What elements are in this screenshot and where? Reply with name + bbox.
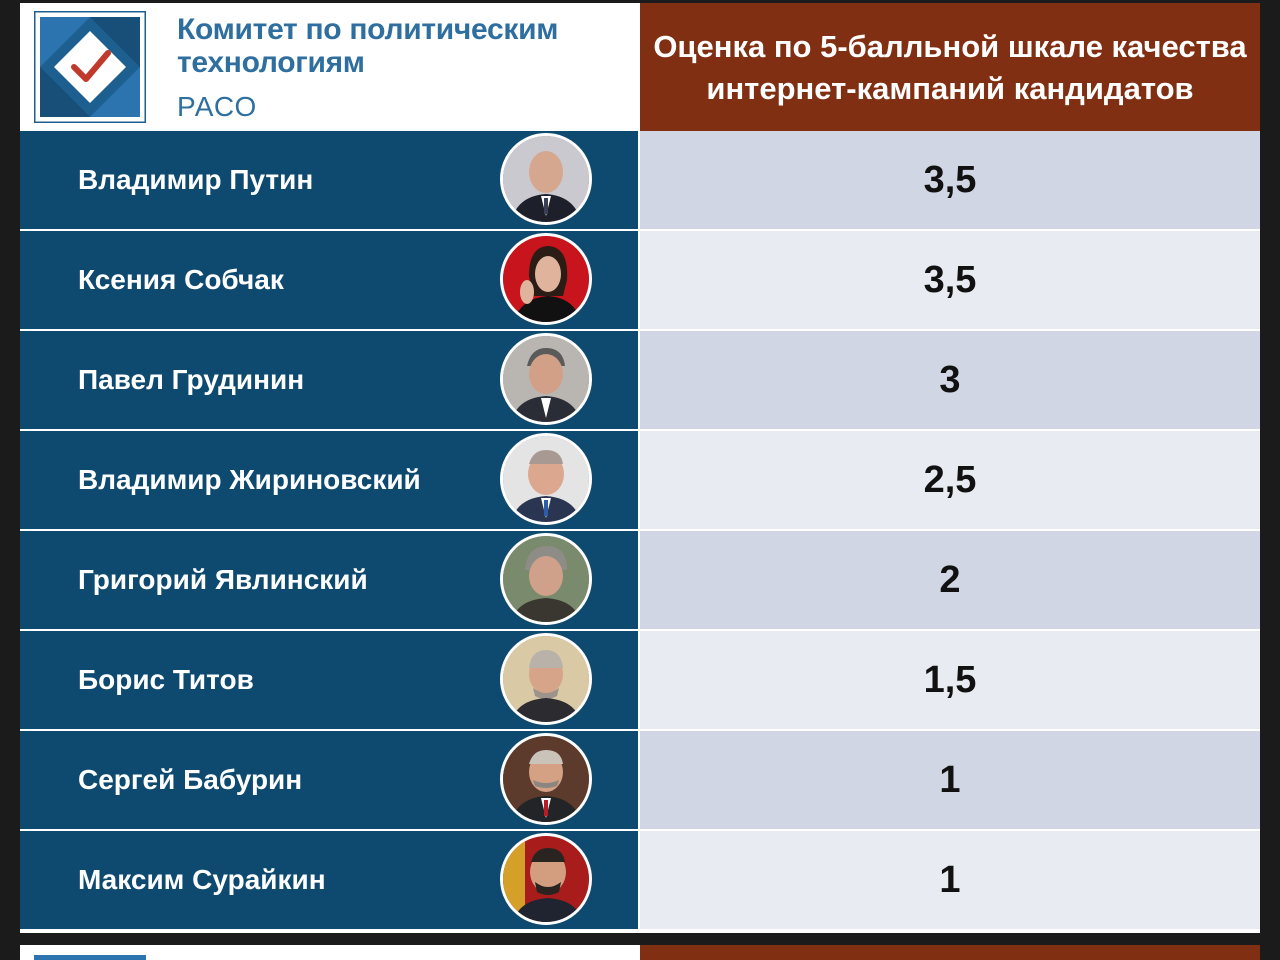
name-cell: Владимир Путин bbox=[20, 131, 638, 229]
name-cell: Григорий Явлинский bbox=[20, 531, 638, 629]
score-cell: 3 bbox=[640, 331, 1260, 429]
candidate-photo-icon bbox=[500, 633, 592, 725]
candidate-name: Максим Сурайкин bbox=[78, 864, 326, 895]
name-cell: Владимир Жириновский bbox=[20, 431, 638, 529]
table-row: Ксения Собчак 3,5 bbox=[20, 231, 1260, 331]
score-cell: 3,5 bbox=[640, 231, 1260, 329]
name-cell: Ксения Собчак bbox=[20, 231, 638, 329]
candidate-name: Павел Грудинин bbox=[78, 364, 305, 395]
candidate-name: Григорий Явлинский bbox=[78, 564, 368, 595]
candidate-photo-icon bbox=[500, 433, 592, 525]
table-row: Сергей Бабурин 1 bbox=[20, 731, 1260, 831]
candidate-name: Борис Титов bbox=[78, 664, 254, 695]
score-cell: 2 bbox=[640, 531, 1260, 629]
committee-logo-icon bbox=[34, 11, 146, 123]
candidate-photo-icon bbox=[500, 233, 592, 325]
org-subtitle: РАСО bbox=[177, 91, 258, 122]
score-cell: 1 bbox=[640, 731, 1260, 829]
candidate-photo-icon bbox=[500, 533, 592, 625]
table-row: Максим Сурайкин 1 bbox=[20, 831, 1260, 931]
table-row: Павел Грудинин 3 bbox=[20, 331, 1260, 431]
name-cell: Павел Грудинин bbox=[20, 331, 638, 429]
name-cell: Сергей Бабурин bbox=[20, 731, 638, 829]
header: Комитет по политическим технологиям РАСО… bbox=[20, 3, 1260, 131]
name-cell: Максим Сурайкин bbox=[20, 831, 638, 929]
table-row: Григорий Явлинский 2 bbox=[20, 531, 1260, 631]
score-cell: 3,5 bbox=[640, 131, 1260, 229]
score-cell: 2,5 bbox=[640, 431, 1260, 529]
next-slide-logo-icon bbox=[34, 955, 146, 960]
candidate-photo-icon bbox=[500, 833, 592, 925]
org-name: Комитет по политическим технологиям bbox=[177, 13, 559, 79]
candidate-name: Ксения Собчак bbox=[78, 264, 284, 295]
candidate-photo-icon bbox=[500, 733, 592, 825]
logo-area: Комитет по политическим технологиям РАСО bbox=[20, 3, 640, 131]
table-row: Борис Титов 1,5 bbox=[20, 631, 1260, 731]
table-title: Оценка по 5-балльной шкале качества инте… bbox=[640, 3, 1260, 131]
candidate-photo-icon bbox=[500, 133, 592, 225]
candidate-table: Владимир Путин 3,5 Ксения Собчак 3,5 Пав… bbox=[20, 131, 1260, 931]
next-slide-preview bbox=[20, 945, 1260, 960]
table-row: Владимир Жириновский 2,5 bbox=[20, 431, 1260, 531]
score-cell: 1 bbox=[640, 831, 1260, 929]
candidate-name: Владимир Путин bbox=[78, 164, 314, 195]
candidate-name: Владимир Жириновский bbox=[78, 464, 421, 495]
candidate-photo-icon bbox=[500, 333, 592, 425]
slide: Комитет по политическим технологиям РАСО… bbox=[20, 3, 1260, 933]
table-row: Владимир Путин 3,5 bbox=[20, 131, 1260, 231]
score-cell: 1,5 bbox=[640, 631, 1260, 729]
candidate-name: Сергей Бабурин bbox=[78, 764, 303, 795]
next-slide-header bbox=[640, 945, 1260, 960]
name-cell: Борис Титов bbox=[20, 631, 638, 729]
